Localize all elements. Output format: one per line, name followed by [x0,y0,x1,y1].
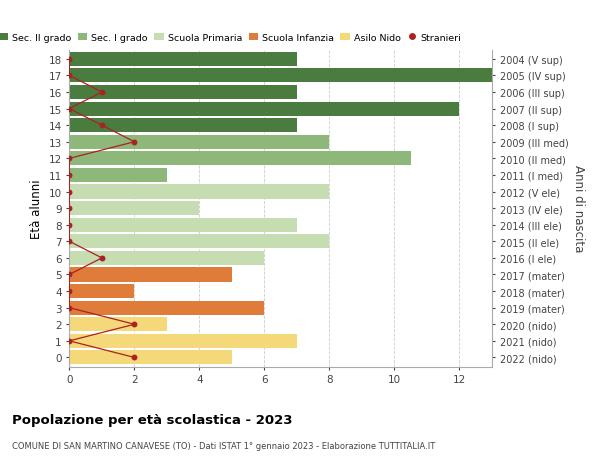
Point [65,56,74,63]
Point [97,255,107,262]
Bar [70,268,232,282]
Point [130,321,139,328]
Bar [70,86,297,100]
Bar [70,251,265,265]
Y-axis label: Anni di nascita: Anni di nascita [572,165,585,252]
Point [65,222,74,229]
Text: COMUNE DI SAN MARTINO CANAVESE (TO) - Dati ISTAT 1° gennaio 2023 - Elaborazione : COMUNE DI SAN MARTINO CANAVESE (TO) - Da… [12,441,435,450]
Point [97,122,107,129]
Bar [70,318,167,331]
Legend: Sec. II grado, Sec. I grado, Scuola Primaria, Scuola Infanzia, Asilo Nido, Stran: Sec. II grado, Sec. I grado, Scuola Prim… [0,34,461,43]
Bar [70,218,297,232]
Bar [70,285,134,298]
Point [65,337,74,345]
Bar [70,119,297,133]
Bar [70,53,297,67]
Point [65,271,74,279]
Bar [70,334,297,348]
Text: Popolazione per età scolastica - 2023: Popolazione per età scolastica - 2023 [12,413,293,426]
Point [65,155,74,162]
Bar [70,168,167,183]
Bar [70,301,265,315]
Bar [70,351,232,365]
Point [65,106,74,113]
Point [130,139,139,146]
Bar [70,202,199,216]
Point [65,189,74,196]
Y-axis label: Età alunni: Età alunni [30,179,43,238]
Point [65,304,74,312]
Point [65,238,74,246]
Point [65,73,74,80]
Bar [70,102,460,117]
Point [65,172,74,179]
Point [130,354,139,361]
Bar [70,69,492,83]
Bar [70,235,329,249]
Bar [70,185,329,199]
Point [97,89,107,96]
Bar [70,152,410,166]
Point [65,288,74,295]
Point [65,205,74,213]
Bar [70,135,329,150]
